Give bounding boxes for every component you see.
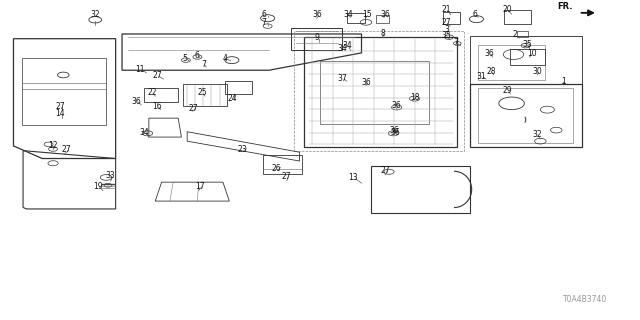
Text: 7: 7 (202, 60, 206, 69)
Text: 21: 21 (442, 5, 451, 14)
Text: 24: 24 (227, 94, 237, 103)
Text: 27: 27 (380, 166, 390, 175)
Text: 13: 13 (348, 173, 358, 182)
Bar (376, 15, 389, 23)
Text: 23: 23 (237, 145, 247, 154)
Bar (320, 61, 429, 124)
Text: 19: 19 (93, 182, 102, 191)
Text: 37: 37 (337, 74, 348, 83)
Text: 36: 36 (312, 10, 322, 19)
Text: 12: 12 (48, 141, 58, 150)
Bar (504, 10, 531, 24)
Text: 4: 4 (223, 54, 228, 63)
Text: 34: 34 (343, 10, 353, 19)
Text: 8: 8 (380, 28, 385, 37)
Text: 11: 11 (135, 65, 145, 74)
Text: 1: 1 (561, 77, 566, 86)
Text: 36: 36 (132, 97, 141, 106)
Text: 9: 9 (314, 33, 319, 42)
Text: 27: 27 (61, 145, 71, 154)
Text: 34: 34 (337, 44, 348, 53)
Bar (510, 49, 545, 65)
Text: 27: 27 (189, 104, 198, 113)
Text: 5: 5 (182, 54, 187, 63)
Text: 36: 36 (392, 101, 401, 110)
Bar (478, 88, 573, 143)
Text: T0A4B3740: T0A4B3740 (563, 294, 607, 304)
Text: 33: 33 (106, 171, 115, 180)
Bar (225, 81, 252, 94)
Text: 6: 6 (261, 10, 266, 19)
Text: 27: 27 (152, 71, 162, 80)
Text: 16: 16 (152, 102, 162, 111)
Text: FR.: FR. (557, 2, 572, 11)
Bar (470, 36, 582, 84)
Text: 34: 34 (342, 41, 353, 50)
Bar (347, 12, 365, 23)
Text: 27: 27 (55, 102, 65, 111)
Text: 7: 7 (261, 18, 266, 27)
Text: 36: 36 (484, 49, 494, 58)
Text: 34: 34 (140, 128, 149, 137)
Text: 2: 2 (513, 30, 517, 39)
Text: 26: 26 (272, 164, 282, 173)
Text: 31: 31 (476, 72, 486, 81)
Text: 15: 15 (362, 10, 371, 19)
Text: 27: 27 (282, 172, 292, 181)
Text: 22: 22 (148, 88, 157, 97)
Text: 27: 27 (442, 18, 451, 27)
Text: 36: 36 (380, 10, 390, 19)
Text: 18: 18 (410, 92, 419, 101)
Text: 32: 32 (90, 10, 100, 19)
Text: 10: 10 (527, 49, 537, 58)
Text: 36: 36 (361, 78, 371, 87)
Text: 30: 30 (532, 67, 542, 76)
Text: 35: 35 (442, 31, 451, 40)
Text: 14: 14 (55, 109, 65, 118)
Bar (22, 58, 106, 125)
Bar (262, 155, 302, 174)
Bar (516, 31, 528, 37)
Bar (294, 31, 464, 151)
Text: 28: 28 (486, 67, 496, 76)
Text: 6: 6 (472, 10, 477, 19)
Text: 20: 20 (502, 5, 512, 14)
Text: 35: 35 (523, 40, 532, 49)
Text: 6: 6 (195, 51, 199, 60)
Bar (478, 45, 545, 80)
Text: 17: 17 (195, 182, 205, 191)
Text: 25: 25 (198, 88, 207, 97)
Text: 3: 3 (444, 25, 449, 34)
Text: 32: 32 (532, 130, 542, 140)
Text: 36: 36 (389, 126, 399, 135)
Bar (443, 12, 461, 24)
Text: 7: 7 (454, 38, 458, 47)
Text: 36: 36 (390, 128, 400, 137)
Text: 29: 29 (503, 86, 513, 95)
